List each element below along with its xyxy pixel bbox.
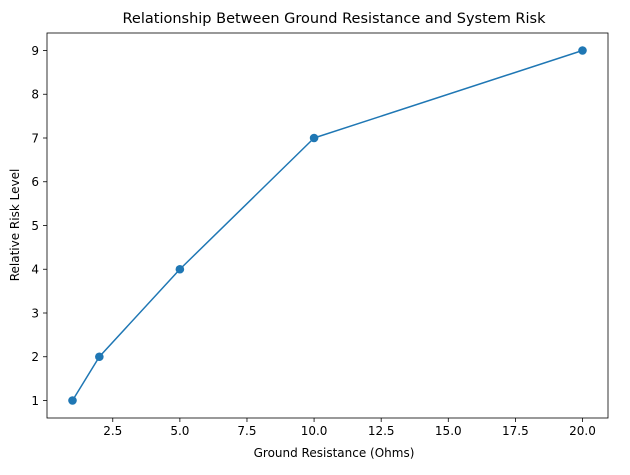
- y-tick-label: 8: [31, 88, 39, 102]
- y-tick-label: 9: [31, 44, 39, 58]
- x-tick-label: 12.5: [368, 424, 395, 438]
- x-tick-label: 2.5: [103, 424, 122, 438]
- x-tick-label: 15.0: [435, 424, 462, 438]
- x-tick-label: 10.0: [301, 424, 328, 438]
- y-tick-label: 6: [31, 175, 39, 189]
- series-line: [71, 49, 583, 401]
- plot-area: 2.5 5.0 7.5 10.0 12.5 15.0 17.5 20.0 1 2 3 4 5 6 7 8 9: [31, 32, 609, 438]
- x-tick-label: 7.5: [237, 424, 256, 438]
- x-tick-label: 5.0: [170, 424, 189, 438]
- data-point: [68, 396, 77, 405]
- data-point: [309, 133, 319, 143]
- chart-title: Relationship Between Ground Resistance a…: [123, 11, 547, 27]
- x-tick-label: 20.0: [569, 424, 596, 438]
- y-tick-label: 3: [31, 306, 39, 320]
- y-tick-label: 2: [31, 350, 39, 364]
- plot-frame: [46, 32, 609, 419]
- data-point: [95, 352, 104, 362]
- y-tick-label: 5: [31, 219, 39, 233]
- x-tick-label: 17.5: [502, 424, 529, 438]
- x-axis-label: Ground Resistance (Ohms): [254, 446, 415, 460]
- data-point: [175, 264, 185, 274]
- y-tick-label: 4: [31, 263, 39, 277]
- y-axis-label: Relative Risk Level: [8, 169, 22, 282]
- y-tick-label: 1: [31, 394, 39, 408]
- y-tick-label: 7: [31, 131, 39, 145]
- data-point: [578, 46, 587, 55]
